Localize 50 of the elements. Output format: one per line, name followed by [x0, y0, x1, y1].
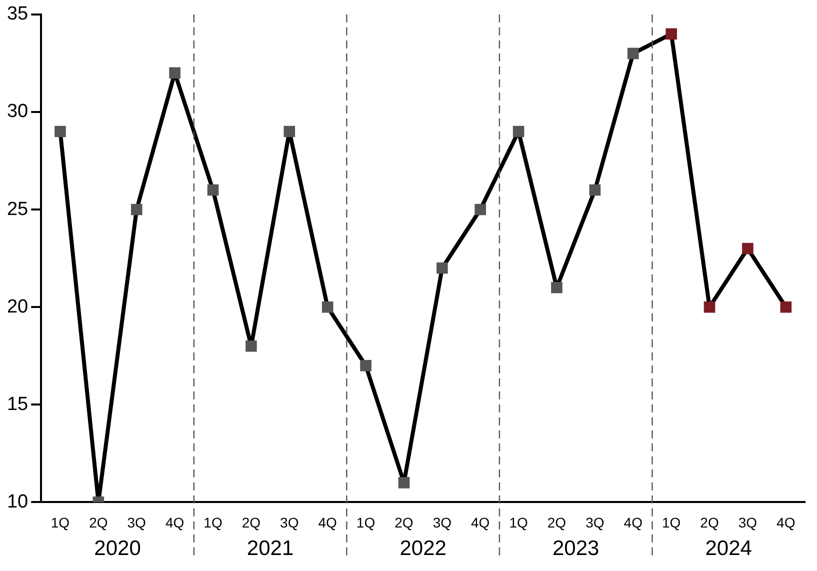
x-tick-label: 2Q — [700, 514, 719, 530]
x-tick-label: 4Q — [471, 514, 490, 530]
point — [589, 184, 601, 196]
point — [130, 204, 142, 216]
x-tick-label: 3Q — [432, 514, 452, 530]
y-tick-label: 10 — [6, 491, 28, 512]
text: 2021 — [246, 537, 294, 560]
x-tick-label: 1Q — [50, 514, 70, 530]
x-tick-label: 3Q — [738, 514, 758, 530]
point — [551, 282, 562, 294]
x-tick-label: 1Q — [356, 514, 376, 530]
x-tick-label: 4Q — [165, 514, 184, 530]
point — [169, 67, 180, 79]
point — [284, 126, 296, 138]
x-tick-label: 4Q — [318, 514, 338, 530]
point — [780, 301, 792, 313]
text: 2023 — [552, 537, 600, 560]
x-tick-label: 4Q — [776, 514, 796, 530]
y-tick-label: 15 — [6, 394, 28, 415]
text: 2024 — [705, 537, 752, 560]
point — [742, 242, 754, 254]
x-tick-label: 2Q — [242, 514, 261, 530]
point — [54, 126, 66, 138]
y-tick-label: 35 — [6, 4, 28, 25]
x-tick-label: 3Q — [586, 514, 604, 530]
point — [627, 48, 639, 60]
x-tick-label: 1Q — [509, 514, 528, 530]
x-tick-label: 2Q — [547, 514, 566, 530]
x-tick-label: 1Q — [662, 514, 681, 530]
x-tick-label: 3Q — [280, 514, 299, 530]
text: 2020 — [94, 537, 141, 560]
x-tick-label: 2Q — [89, 514, 108, 530]
y-tick-label: 20 — [6, 296, 28, 318]
x-tick-label: 3Q — [127, 514, 146, 530]
point — [207, 184, 219, 196]
point — [666, 28, 677, 40]
point — [360, 360, 372, 372]
x-tick-label: 2Q — [394, 514, 414, 530]
point — [398, 477, 410, 488]
point — [246, 340, 257, 352]
point — [322, 301, 334, 313]
y-tick-label: 25 — [6, 198, 28, 220]
point — [474, 204, 486, 216]
point — [436, 262, 448, 274]
x-tick-label: 1Q — [204, 514, 222, 530]
point — [512, 126, 524, 138]
point — [704, 301, 716, 313]
y-tick-label: 30 — [6, 101, 28, 122]
text: 2022 — [400, 537, 446, 560]
x-tick-label: 4Q — [624, 514, 643, 530]
